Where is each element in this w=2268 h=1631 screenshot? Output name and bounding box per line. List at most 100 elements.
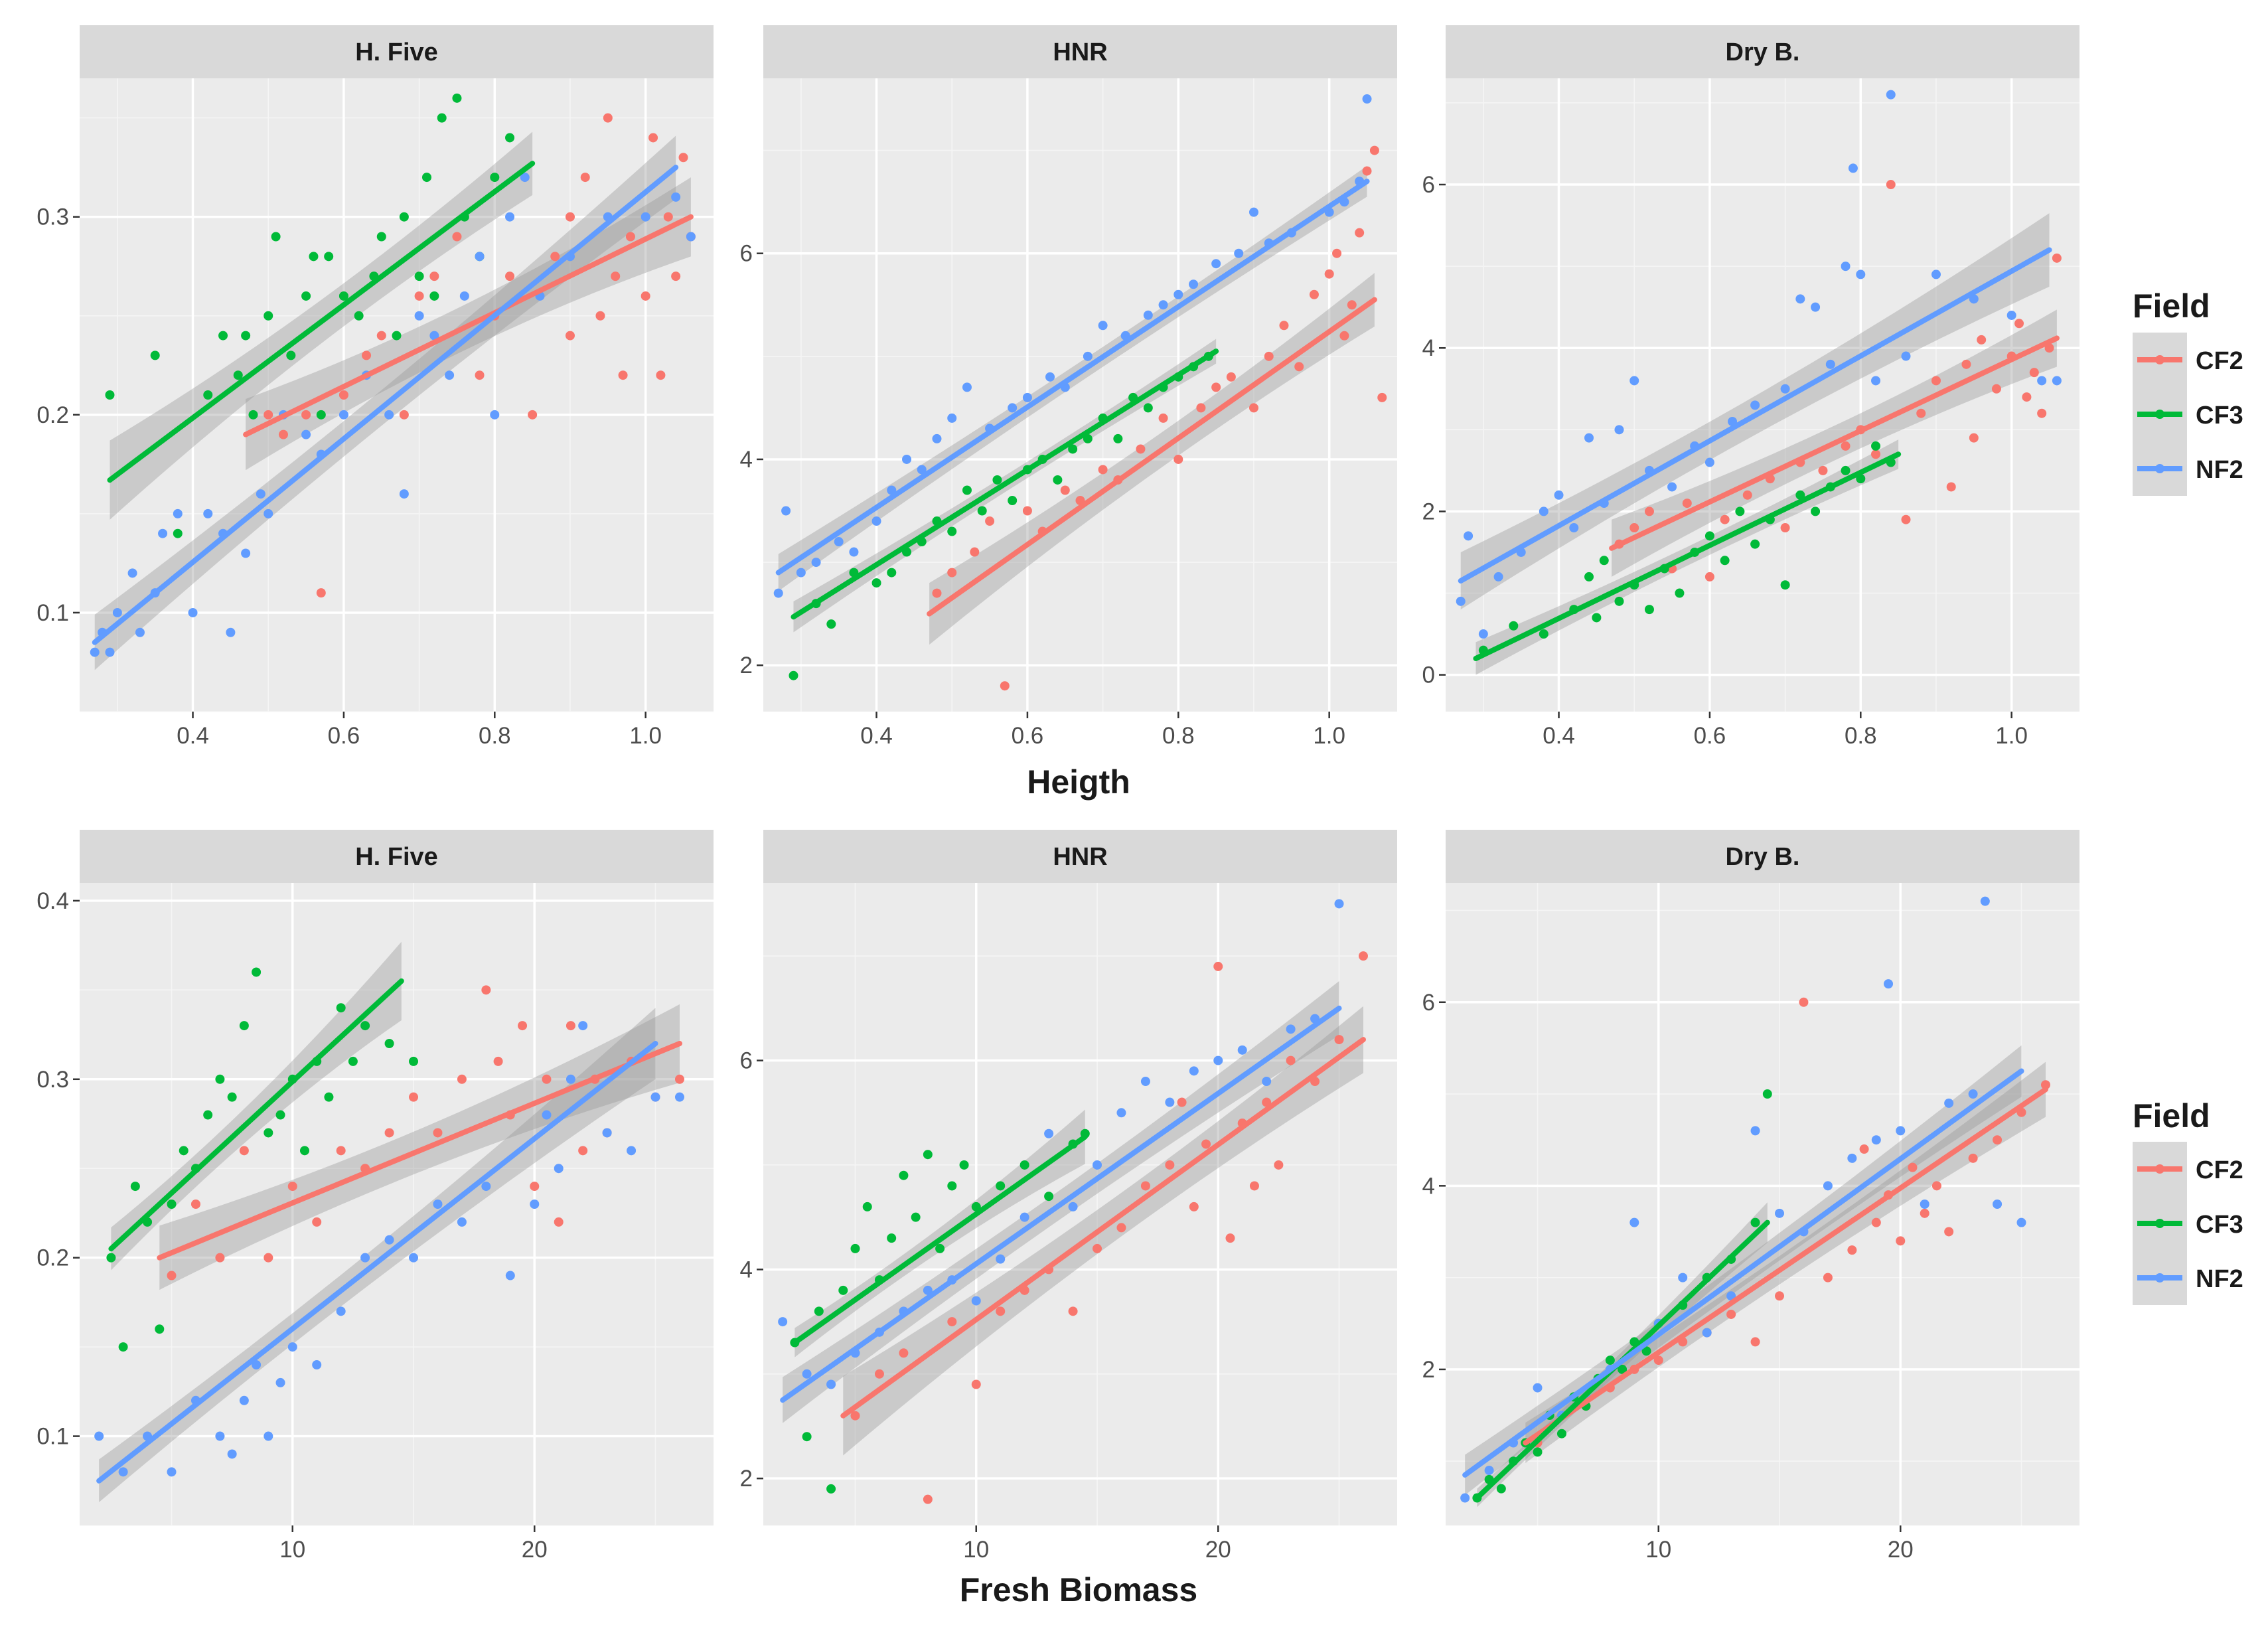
data-point <box>947 413 957 423</box>
data-point <box>1044 1128 1054 1138</box>
data-point <box>1173 289 1183 299</box>
data-point <box>1484 1466 1494 1476</box>
data-point <box>1871 1217 1881 1227</box>
data-point <box>1644 506 1654 516</box>
data-point <box>850 1243 860 1253</box>
data-point <box>348 1056 358 1066</box>
data-point <box>1143 310 1153 320</box>
data-point <box>1993 1135 2003 1145</box>
data-point <box>947 1317 957 1327</box>
ci-band-nf2 <box>99 1008 656 1503</box>
x-tick-label: 0.4 <box>1543 723 1575 749</box>
data-point <box>362 350 372 360</box>
data-point <box>316 410 326 420</box>
legend-top: Field CF2 CF3 NF2 <box>2133 287 2243 496</box>
data-point <box>778 1317 788 1327</box>
legend-key-point <box>2155 464 2164 473</box>
data-point <box>1201 1139 1211 1149</box>
data-point <box>316 588 326 598</box>
data-point <box>1775 1291 1785 1301</box>
ci-band-cf3 <box>110 131 533 520</box>
data-point <box>663 212 673 222</box>
data-point <box>1977 335 1987 345</box>
data-point <box>493 1056 503 1066</box>
data-point <box>264 508 273 518</box>
data-point <box>2022 392 2032 402</box>
data-point <box>490 173 500 183</box>
data-point <box>625 232 635 242</box>
y-tick-label: 2 <box>740 653 753 678</box>
data-point <box>1968 1089 1978 1099</box>
data-point <box>1931 376 1941 386</box>
data-point <box>299 1146 309 1156</box>
data-point <box>1825 359 1835 369</box>
data-point <box>1294 362 1304 372</box>
panel-strip <box>763 25 1397 78</box>
data-point <box>399 489 409 499</box>
data-point <box>188 607 198 617</box>
data-point <box>2052 376 2062 386</box>
data-point <box>1818 465 1828 475</box>
data-point <box>1022 392 1032 402</box>
data-point <box>1554 490 1564 500</box>
series-nf2 <box>1456 90 2062 639</box>
data-point <box>1068 1202 1078 1211</box>
panel-strip <box>1446 25 2079 78</box>
fit-line-cf3 <box>1473 451 1902 661</box>
data-point <box>902 454 912 464</box>
data-point <box>312 1217 322 1227</box>
fit-line-cf2 <box>157 1041 682 1261</box>
data-point <box>118 1467 128 1477</box>
data-point <box>834 537 844 547</box>
panel-2: HNR 0.4 0.6 0.8 1.0 2 4 6 <box>740 25 1397 749</box>
data-point <box>1140 1077 1150 1087</box>
data-point <box>1780 384 1790 394</box>
data-point <box>1189 1202 1199 1211</box>
data-point <box>1916 408 1926 418</box>
data-point <box>1750 1337 1760 1347</box>
data-point <box>278 429 288 439</box>
y-tick-label: 4 <box>1422 1173 1435 1199</box>
data-point <box>1742 490 1752 500</box>
data-point <box>838 1285 848 1295</box>
data-point <box>264 1431 273 1441</box>
data-point <box>686 232 696 242</box>
data-point <box>962 485 972 495</box>
y-tick-label: 6 <box>1422 990 1435 1016</box>
data-point <box>917 465 927 475</box>
data-point <box>1173 454 1183 464</box>
y-tick-label: 6 <box>740 1048 753 1074</box>
panel-strip <box>80 25 714 78</box>
panel-strip-title: HNR <box>1053 39 1107 66</box>
data-point <box>429 272 439 281</box>
data-point <box>1629 1217 1639 1227</box>
data-point <box>530 1200 540 1209</box>
legend-label: NF2 <box>2196 456 2243 484</box>
data-point <box>1968 1153 1978 1163</box>
data-point <box>264 311 273 321</box>
data-point <box>789 670 798 680</box>
data-point <box>1750 539 1760 549</box>
data-point <box>826 1484 836 1494</box>
data-point <box>911 1212 921 1222</box>
data-point <box>239 1395 249 1405</box>
data-point <box>1211 259 1221 269</box>
panels: H. Five 0.4 0.6 0.8 1.0 0.1 0.2 0.3 HNR 0.4 0.6 0.8… <box>37 25 2079 1563</box>
data-point <box>130 1182 140 1192</box>
data-point <box>203 1110 213 1120</box>
data-point <box>90 647 100 657</box>
data-point <box>1750 1217 1760 1227</box>
x-tick-label: 1.0 <box>1995 723 2028 749</box>
x-tick-label: 0.8 <box>1162 723 1195 749</box>
data-point <box>1823 1273 1833 1282</box>
data-point <box>565 212 575 222</box>
data-point <box>849 547 859 557</box>
data-point <box>1750 400 1760 410</box>
data-point <box>1068 1306 1078 1316</box>
panel-strip-title: H. Five <box>355 843 438 871</box>
data-point <box>1726 1309 1736 1319</box>
data-point <box>437 113 447 123</box>
data-point <box>1841 441 1851 451</box>
fit-line-cf2 <box>243 214 694 437</box>
data-point <box>923 1150 933 1160</box>
